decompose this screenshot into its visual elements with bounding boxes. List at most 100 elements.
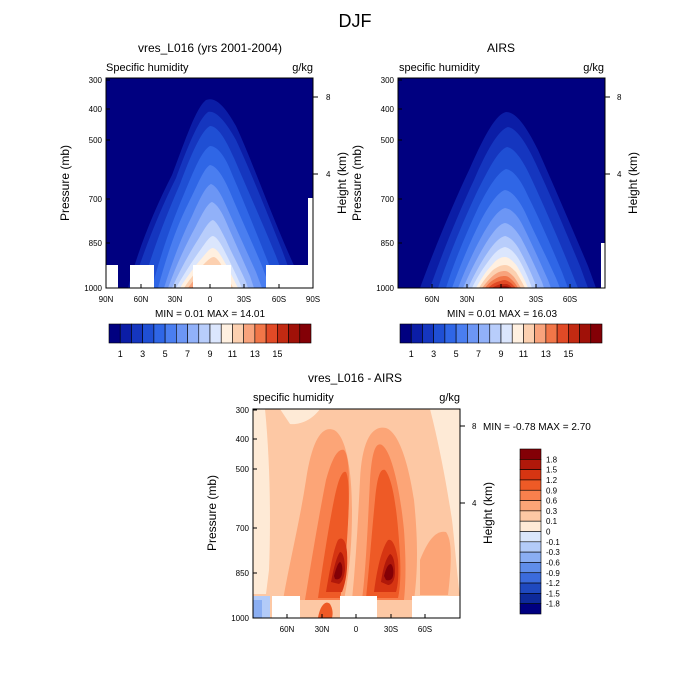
y-right-tick-label: 8 bbox=[472, 422, 477, 431]
colorbar-label: 0.3 bbox=[546, 507, 558, 516]
colorbar-swatch bbox=[209, 323, 222, 344]
colorbar-swatch bbox=[176, 323, 188, 344]
colorbar-swatch bbox=[467, 323, 479, 344]
y-right-tick-label: 8 bbox=[326, 93, 331, 102]
x-tick-label: 30N bbox=[315, 625, 330, 634]
panel-airs-title: AIRS bbox=[487, 41, 515, 55]
colorbar-swatch bbox=[489, 323, 502, 344]
y-right-tick-label: 8 bbox=[617, 93, 622, 102]
colorbar-label: 15 bbox=[272, 349, 282, 359]
y-tick-label: 700 bbox=[236, 524, 250, 533]
colorbar-swatch bbox=[277, 323, 289, 344]
colorbar-swatch bbox=[519, 541, 542, 553]
colorbar-label: 9 bbox=[207, 349, 212, 359]
colorbar-swatch bbox=[590, 323, 603, 344]
x-tick-label: 0 bbox=[354, 625, 359, 634]
panel-diff-ylabel: Pressure (mb) bbox=[205, 475, 219, 551]
colorbar-label: 1.2 bbox=[546, 476, 558, 485]
colorbar-swatch bbox=[410, 323, 423, 344]
colorbar-swatch bbox=[534, 323, 547, 344]
colorbar-swatch bbox=[519, 479, 542, 491]
colorbar-swatch bbox=[220, 323, 233, 344]
colorbar-label: -1.2 bbox=[546, 579, 560, 588]
y-right-tick-label: 4 bbox=[617, 170, 622, 179]
colorbar-swatch bbox=[519, 520, 542, 532]
colorbar-label: 15 bbox=[563, 349, 573, 359]
y-tick-label: 400 bbox=[89, 105, 103, 114]
colorbar-swatch bbox=[579, 323, 592, 344]
y-tick-label: 300 bbox=[236, 406, 250, 415]
y-tick-label: 1000 bbox=[376, 284, 394, 293]
colorbar-swatch bbox=[500, 323, 513, 344]
colorbar-swatch bbox=[519, 500, 542, 512]
colorbar-label: 7 bbox=[185, 349, 190, 359]
topography-mask bbox=[106, 198, 313, 288]
y-tick-label: 500 bbox=[89, 136, 103, 145]
x-tick-label: 30N bbox=[460, 295, 475, 304]
contour-level bbox=[334, 562, 343, 580]
panel-airs-ylabel-right: Height (km) bbox=[626, 152, 640, 214]
panel-airs-left-string: specific humidity bbox=[399, 62, 480, 74]
colorbar-swatch bbox=[198, 323, 211, 344]
y-tick-label: 700 bbox=[381, 195, 395, 204]
x-tick-label: 90N bbox=[99, 295, 114, 304]
x-tick-label: 60S bbox=[272, 295, 286, 304]
colorbar-label: 3 bbox=[431, 349, 436, 359]
x-tick-label: 0 bbox=[499, 295, 504, 304]
colorbar-swatch bbox=[455, 323, 468, 344]
y-tick-label: 1000 bbox=[84, 284, 102, 293]
colorbar-swatch bbox=[119, 323, 132, 344]
y-tick-label: 500 bbox=[236, 465, 250, 474]
colorbar-swatch bbox=[519, 551, 542, 563]
colorbar-label: 13 bbox=[250, 349, 260, 359]
panel-model-left-string: Specific humidity bbox=[106, 62, 189, 74]
panel-airs-ylabel: Pressure (mb) bbox=[350, 145, 364, 221]
colorbar-swatch bbox=[254, 323, 267, 344]
colorbar-swatch bbox=[519, 531, 542, 543]
colorbar-label: 1 bbox=[118, 349, 123, 359]
colorbar-swatch bbox=[164, 323, 177, 344]
colorbar-swatch bbox=[299, 323, 312, 344]
panel-model-title: vres_L016 (yrs 2001-2004) bbox=[138, 41, 282, 55]
colorbar-swatch bbox=[545, 323, 558, 344]
panel-airs: AIRS specific humidity g/kg 300 4 0 bbox=[350, 41, 640, 320]
panel-model-ylabel-right: Height (km) bbox=[335, 152, 349, 214]
x-tick-label: 30S bbox=[384, 625, 398, 634]
colorbar-swatch bbox=[519, 459, 542, 470]
y-right-tick-label: 4 bbox=[326, 170, 331, 179]
colorbar-label: 3 bbox=[140, 349, 145, 359]
panel-airs-y-ticks: 300 400 500 700 850 1000 bbox=[376, 76, 402, 293]
y-tick-label: 1000 bbox=[231, 614, 249, 623]
colorbar-swatch bbox=[142, 323, 155, 344]
panel-airs-stats: MIN = 0.01 MAX = 16.03 bbox=[447, 309, 557, 320]
x-tick-label: 30S bbox=[529, 295, 543, 304]
contour-level bbox=[384, 564, 394, 581]
panel-model-x-ticks: 90N 60N 30N 0 30S 60S 90S bbox=[99, 284, 320, 304]
colorbar-swatch bbox=[519, 582, 542, 594]
colorbar-label: -1.5 bbox=[546, 589, 560, 598]
colorbar-label: 0 bbox=[546, 528, 551, 537]
panel-diff-stats: MIN = -0.78 MAX = 2.70 bbox=[483, 422, 591, 433]
colorbar-label: 1.5 bbox=[546, 466, 558, 475]
colorbar-swatch bbox=[153, 323, 166, 344]
panel-model-y-right-ticks: 8 4 bbox=[313, 93, 331, 179]
contour-level bbox=[420, 531, 451, 595]
colorbar-swatch bbox=[519, 572, 542, 584]
x-tick-label: 30N bbox=[168, 295, 183, 304]
colorbar-swatch bbox=[187, 323, 200, 344]
contour-level bbox=[430, 409, 460, 596]
contour-level bbox=[253, 600, 262, 618]
colorbar-swatch bbox=[232, 323, 244, 344]
y-tick-label: 400 bbox=[236, 435, 250, 444]
colorbar-swatch bbox=[399, 323, 412, 344]
y-tick-label: 400 bbox=[381, 105, 395, 114]
y-tick-label: 300 bbox=[89, 76, 103, 85]
panel-diff-title: vres_L016 - AIRS bbox=[308, 371, 402, 385]
colorbar-label: -0.6 bbox=[546, 558, 560, 567]
x-tick-label: 60N bbox=[280, 625, 295, 634]
colorbar-label: 1.8 bbox=[546, 455, 558, 464]
colorbar-swatch bbox=[519, 469, 542, 481]
colorbar-swatch bbox=[243, 323, 256, 344]
y-tick-label: 300 bbox=[381, 76, 395, 85]
